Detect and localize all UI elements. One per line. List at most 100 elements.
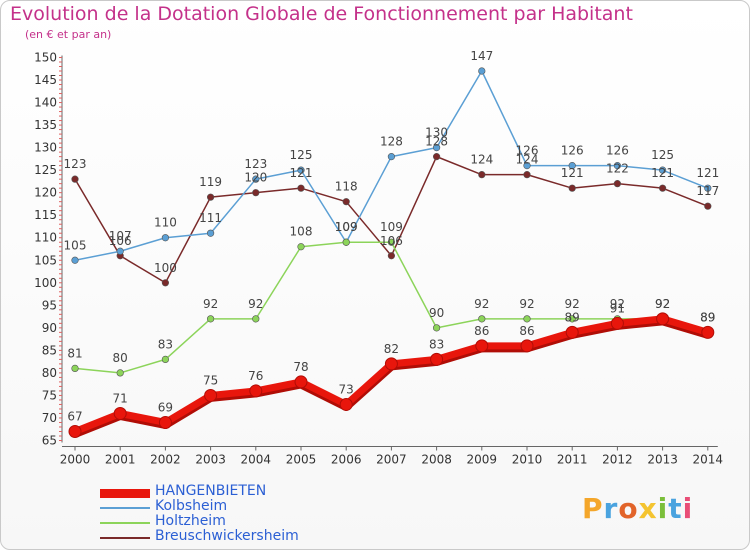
point-hangenbieten	[204, 388, 218, 402]
data-label-breuschwickersheim: 121	[561, 166, 584, 180]
data-label-kolbsheim: 125	[651, 148, 674, 162]
data-label-breuschwickersheim: 120	[244, 171, 267, 185]
data-label-breuschwickersheim: 119	[199, 175, 222, 189]
y-tick-label: 105	[34, 253, 57, 267]
x-tick-label: 2010	[512, 453, 543, 467]
y-tick-label: 80	[42, 366, 57, 380]
chart-subtitle: (en € et par an)	[25, 28, 112, 41]
point-kolbsheim	[523, 162, 531, 170]
legend-label: HANGENBIETEN	[155, 483, 267, 499]
data-label-holtzheim: 92	[565, 297, 580, 311]
x-tick-label: 2008	[421, 453, 452, 467]
x-tick-label: 2004	[241, 453, 272, 467]
y-tick-label: 115	[34, 208, 57, 222]
logo-letter: x	[638, 492, 658, 525]
point-kolbsheim	[297, 166, 305, 174]
x-tick-label: 2013	[647, 453, 678, 467]
y-tick-label: 135	[34, 118, 57, 132]
point-holtzheim	[523, 315, 531, 323]
data-label-hangenbieten: 67	[67, 409, 82, 423]
x-tick-label: 2012	[602, 453, 633, 467]
point-breuschwickersheim	[568, 184, 576, 192]
legend-swatch	[100, 537, 150, 539]
series-lines	[68, 67, 715, 438]
point-breuschwickersheim	[433, 153, 441, 161]
data-label-kolbsheim: 109	[335, 220, 358, 234]
data-label-holtzheim: 92	[655, 297, 670, 311]
y-tick-label: 75	[42, 388, 57, 402]
y-tick-label: 150	[34, 50, 57, 64]
data-label-holtzheim: 92	[248, 297, 263, 311]
y-tick-label: 90	[42, 321, 57, 335]
point-kolbsheim	[478, 67, 486, 75]
data-label-kolbsheim: 126	[606, 144, 629, 158]
y-tick-label: 145	[34, 73, 57, 87]
data-label-hangenbieten: 71	[113, 391, 128, 405]
data-label-breuschwickersheim: 106	[380, 234, 403, 248]
data-label-hangenbieten: 89	[700, 310, 715, 324]
data-label-holtzheim: 92	[519, 297, 534, 311]
data-label-breuschwickersheim: 100	[154, 261, 177, 275]
point-holtzheim	[568, 315, 576, 323]
point-holtzheim	[252, 315, 260, 323]
data-label-kolbsheim: 123	[244, 157, 267, 171]
data-label-hangenbieten: 89	[565, 310, 580, 324]
data-label-breuschwickersheim: 121	[651, 166, 674, 180]
point-holtzheim	[297, 243, 305, 251]
data-label-breuschwickersheim: 118	[335, 180, 358, 194]
point-kolbsheim	[704, 184, 712, 192]
point-kolbsheim	[252, 175, 260, 183]
legend-label: Kolbsheim	[155, 498, 228, 514]
x-tick-label: 2006	[331, 453, 362, 467]
logo-letter: t	[668, 492, 683, 525]
point-breuschwickersheim	[704, 202, 712, 210]
point-hangenbieten	[520, 339, 534, 353]
data-label-holtzheim: 92	[203, 297, 218, 311]
point-holtzheim	[71, 364, 79, 373]
data-label-kolbsheim: 125	[290, 148, 313, 162]
point-breuschwickersheim	[297, 184, 305, 192]
y-tick-label: 140	[34, 96, 57, 110]
point-holtzheim	[207, 315, 215, 323]
data-label-breuschwickersheim: 124	[470, 153, 493, 167]
point-hangenbieten	[610, 316, 624, 330]
y-tick-label: 130	[34, 141, 57, 155]
data-label-hangenbieten: 86	[519, 324, 534, 338]
data-label-kolbsheim: 107	[109, 229, 132, 243]
point-holtzheim	[161, 355, 169, 363]
x-tick-label: 2003	[195, 453, 226, 467]
y-tick-label: 110	[34, 231, 57, 245]
point-breuschwickersheim	[613, 180, 622, 188]
point-breuschwickersheim	[207, 193, 215, 201]
point-holtzheim	[116, 369, 124, 377]
y-tick-label: 65	[42, 434, 57, 448]
point-breuschwickersheim	[342, 198, 350, 206]
data-label-kolbsheim: 126	[561, 144, 584, 158]
point-holtzheim	[433, 324, 441, 332]
data-label-holtzheim: 80	[113, 351, 128, 365]
data-label-holtzheim: 109	[335, 220, 358, 234]
x-tick-label: 2007	[376, 453, 407, 467]
point-hangenbieten	[339, 397, 353, 411]
point-hangenbieten	[475, 339, 489, 353]
logo-letter: i	[657, 492, 669, 525]
point-kolbsheim	[387, 153, 396, 161]
point-kolbsheim	[433, 144, 441, 152]
point-kolbsheim	[613, 162, 622, 170]
data-label-hangenbieten: 78	[293, 360, 308, 374]
data-label-hangenbieten: 69	[158, 400, 173, 414]
data-label-kolbsheim: 126	[516, 144, 539, 158]
point-kolbsheim	[161, 234, 169, 242]
data-label-hangenbieten: 82	[384, 342, 399, 356]
point-breuschwickersheim	[478, 171, 486, 179]
y-tick-label: 125	[34, 163, 57, 177]
point-breuschwickersheim	[71, 175, 79, 183]
point-hangenbieten	[656, 312, 670, 326]
data-label-breuschwickersheim: 106	[109, 234, 132, 248]
data-label-kolbsheim: 147	[470, 49, 493, 63]
logo-letter: P	[582, 492, 604, 525]
point-hangenbieten	[384, 357, 398, 371]
logo-letter: r	[603, 492, 619, 525]
